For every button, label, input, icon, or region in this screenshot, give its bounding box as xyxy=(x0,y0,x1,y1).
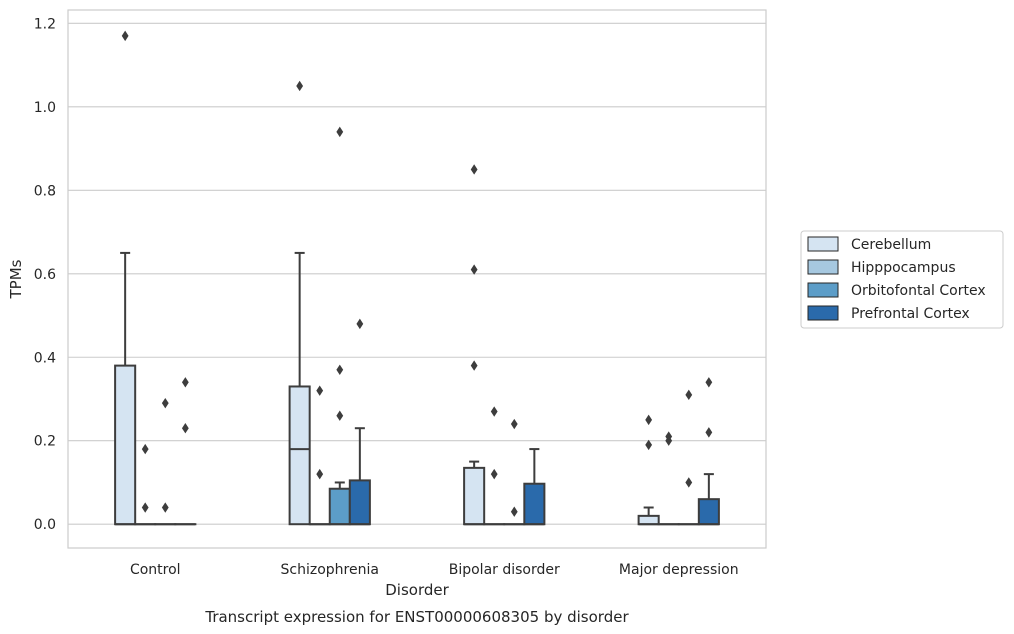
box-cerebellum xyxy=(114,30,137,526)
box-orbitofontal-cortex xyxy=(677,389,700,526)
y-tick-label: 0.6 xyxy=(34,267,56,283)
outlier-point xyxy=(705,377,713,388)
legend-swatch xyxy=(807,259,839,275)
outlier-point xyxy=(316,385,324,396)
legend-label: Orbitofontal Cortex xyxy=(851,283,986,299)
outlier-point xyxy=(161,397,169,409)
outlier-point xyxy=(316,468,324,480)
outlier-point xyxy=(336,364,344,375)
outlier-point xyxy=(121,30,129,42)
outlier-point xyxy=(296,80,304,92)
y-tick-labels: 0.0 0.2 0.4 0.6 0.8 1.0 1.2 xyxy=(34,16,56,533)
y-tick-label: 1.2 xyxy=(34,16,56,32)
plot-frame xyxy=(67,9,767,549)
outlier-point xyxy=(705,427,713,438)
x-tick-label: Control xyxy=(130,562,181,578)
x-tick-label: Schizophrenia xyxy=(281,562,379,578)
box-prefrontal-cortex xyxy=(348,318,371,526)
outlier-point xyxy=(470,164,478,175)
y-axis-label: TPMs xyxy=(7,259,25,299)
outlier-point xyxy=(490,406,498,417)
outlier-point xyxy=(645,439,653,451)
outlier-point xyxy=(141,443,149,455)
box-body xyxy=(114,364,137,526)
box-hipppocampus xyxy=(134,443,157,526)
outlier-point xyxy=(181,423,189,434)
box-body xyxy=(328,487,351,526)
outlier-point xyxy=(336,126,344,138)
outlier-point xyxy=(470,360,478,371)
legend-swatch xyxy=(807,236,839,252)
box-body xyxy=(288,385,311,526)
box-body xyxy=(523,482,546,526)
outlier-point xyxy=(181,377,189,388)
outlier-point xyxy=(510,506,518,517)
legend: Cerebellum Hipppocampus Orbitofontal Corte… xyxy=(800,230,1004,329)
outlier-point xyxy=(161,502,169,513)
outlier-point xyxy=(645,414,653,426)
box-body xyxy=(348,479,371,526)
box-orbitofontal-cortex xyxy=(503,418,526,526)
box-body xyxy=(637,514,660,526)
box-prefrontal-cortex xyxy=(174,377,197,526)
y-tick-label: 0.2 xyxy=(34,434,56,450)
y-tick-label: 0.8 xyxy=(34,183,56,199)
outlier-point xyxy=(685,477,693,488)
box-cerebellum xyxy=(637,414,660,526)
x-axis-label: Disorder xyxy=(385,581,449,599)
outlier-point xyxy=(490,468,498,480)
outlier-point xyxy=(356,318,364,330)
outlier-point xyxy=(336,410,344,421)
box-hipppocampus xyxy=(483,406,506,526)
x-tick-labels: Control Schizophrenia Bipolar disorder Majo… xyxy=(130,562,739,578)
legend-label: Prefrontal Cortex xyxy=(851,306,970,322)
y-tick-label: 0.0 xyxy=(34,517,56,533)
legend-label: Cerebellum xyxy=(851,237,931,253)
y-tick-label: 1.0 xyxy=(34,100,56,116)
box-cerebellum xyxy=(463,164,486,526)
box-plots xyxy=(114,30,720,526)
legend-swatch xyxy=(807,282,839,298)
outlier-point xyxy=(141,502,149,513)
legend-swatch xyxy=(807,305,839,321)
box-cerebellum xyxy=(288,80,311,526)
outlier-point xyxy=(685,389,693,401)
box-hipppocampus xyxy=(308,385,331,526)
legend-label: Hipppocampus xyxy=(851,260,956,276)
legend-frame xyxy=(800,230,1004,329)
chart-caption: Transcript expression for ENST0000060830… xyxy=(204,608,629,626)
outlier-point xyxy=(510,418,518,430)
box-orbitofontal-cortex xyxy=(328,126,351,526)
outlier-point xyxy=(470,264,478,275)
x-tick-label: Bipolar disorder xyxy=(449,562,560,578)
y-tick-label: 0.4 xyxy=(34,350,56,366)
box-prefrontal-cortex xyxy=(697,377,720,526)
box-orbitofontal-cortex xyxy=(154,397,177,526)
outlier-point xyxy=(665,435,673,446)
box-body xyxy=(697,498,720,526)
gridlines xyxy=(68,22,766,525)
box-hipppocampus xyxy=(657,431,680,526)
x-tick-label: Major depression xyxy=(619,562,739,578)
box-body xyxy=(463,466,486,526)
box-prefrontal-cortex xyxy=(523,448,546,526)
